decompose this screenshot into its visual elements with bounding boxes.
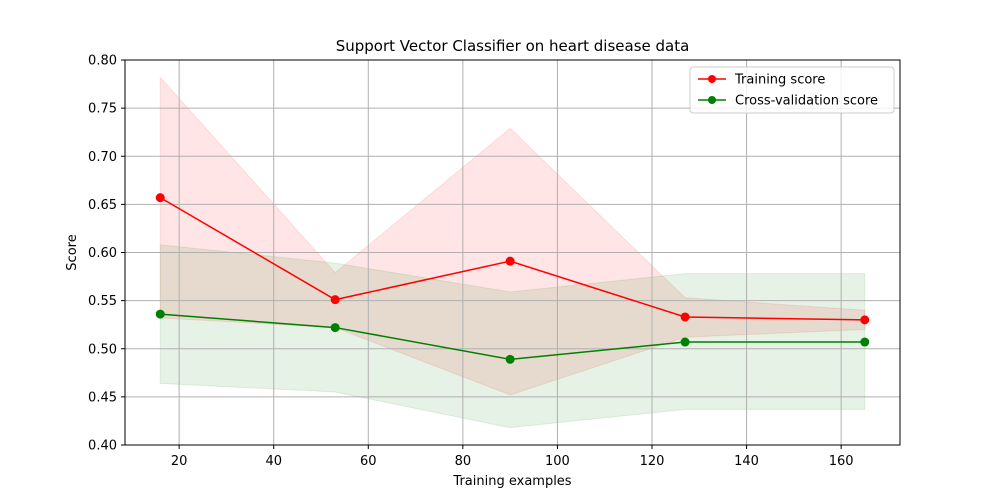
legend-box — [689, 66, 895, 114]
y-tick-label: 0.75 — [88, 102, 117, 117]
data-point-training-3 — [680, 312, 690, 322]
y-tick-label: 0.80 — [88, 54, 117, 69]
y-tick-label: 0.40 — [88, 439, 117, 454]
legend: Training score Cross-validation score — [689, 66, 895, 114]
y-tick-label: 0.55 — [88, 294, 117, 309]
x-tick-label: 120 — [640, 454, 665, 469]
x-axis-label: Training examples — [452, 474, 571, 489]
y-tick-label: 0.60 — [88, 246, 117, 261]
x-tick-label: 160 — [829, 454, 854, 469]
x-tick-label: 60 — [360, 454, 377, 469]
x-tick-label: 100 — [545, 454, 570, 469]
legend-entry-training: Training score — [698, 73, 825, 88]
x-tick-label: 80 — [455, 454, 472, 469]
data-point-cross-validation-0 — [155, 309, 165, 319]
y-tick-label: 0.45 — [88, 390, 117, 405]
y-axis-label: Score — [65, 234, 80, 270]
axis-ticks: 20 40 60 80 100 120 140 160 0.40 0.45 0.50 0.55 0.60… — [88, 54, 853, 470]
data-point-cross-validation-3 — [680, 337, 690, 347]
chart-title: Support Vector Classifier on heart disea… — [336, 37, 690, 55]
data-point-cross-validation-4 — [860, 337, 870, 347]
data-point-training-1 — [330, 295, 340, 305]
y-tick-label: 0.50 — [88, 342, 117, 357]
y-tick-label: 0.65 — [88, 198, 117, 213]
y-tick-label: 0.70 — [88, 150, 117, 165]
series-points — [155, 193, 870, 364]
data-point-cross-validation-1 — [330, 323, 340, 333]
band-cross-validation — [159, 244, 866, 429]
legend-entry-cross-validation: Cross-validation score — [698, 94, 878, 109]
x-tick-label: 40 — [265, 454, 282, 469]
x-tick-label: 20 — [171, 454, 188, 469]
data-point-training-0 — [155, 193, 165, 203]
data-point-training-2 — [505, 256, 515, 266]
legend-label-training: Training score — [734, 73, 825, 88]
data-point-cross-validation-2 — [505, 354, 515, 364]
legend-marker-cross-validation — [708, 96, 716, 104]
legend-label-cross-validation: Cross-validation score — [735, 94, 878, 109]
x-tick-label: 140 — [734, 454, 759, 469]
legend-marker-training — [708, 75, 716, 83]
data-point-training-4 — [860, 315, 870, 325]
